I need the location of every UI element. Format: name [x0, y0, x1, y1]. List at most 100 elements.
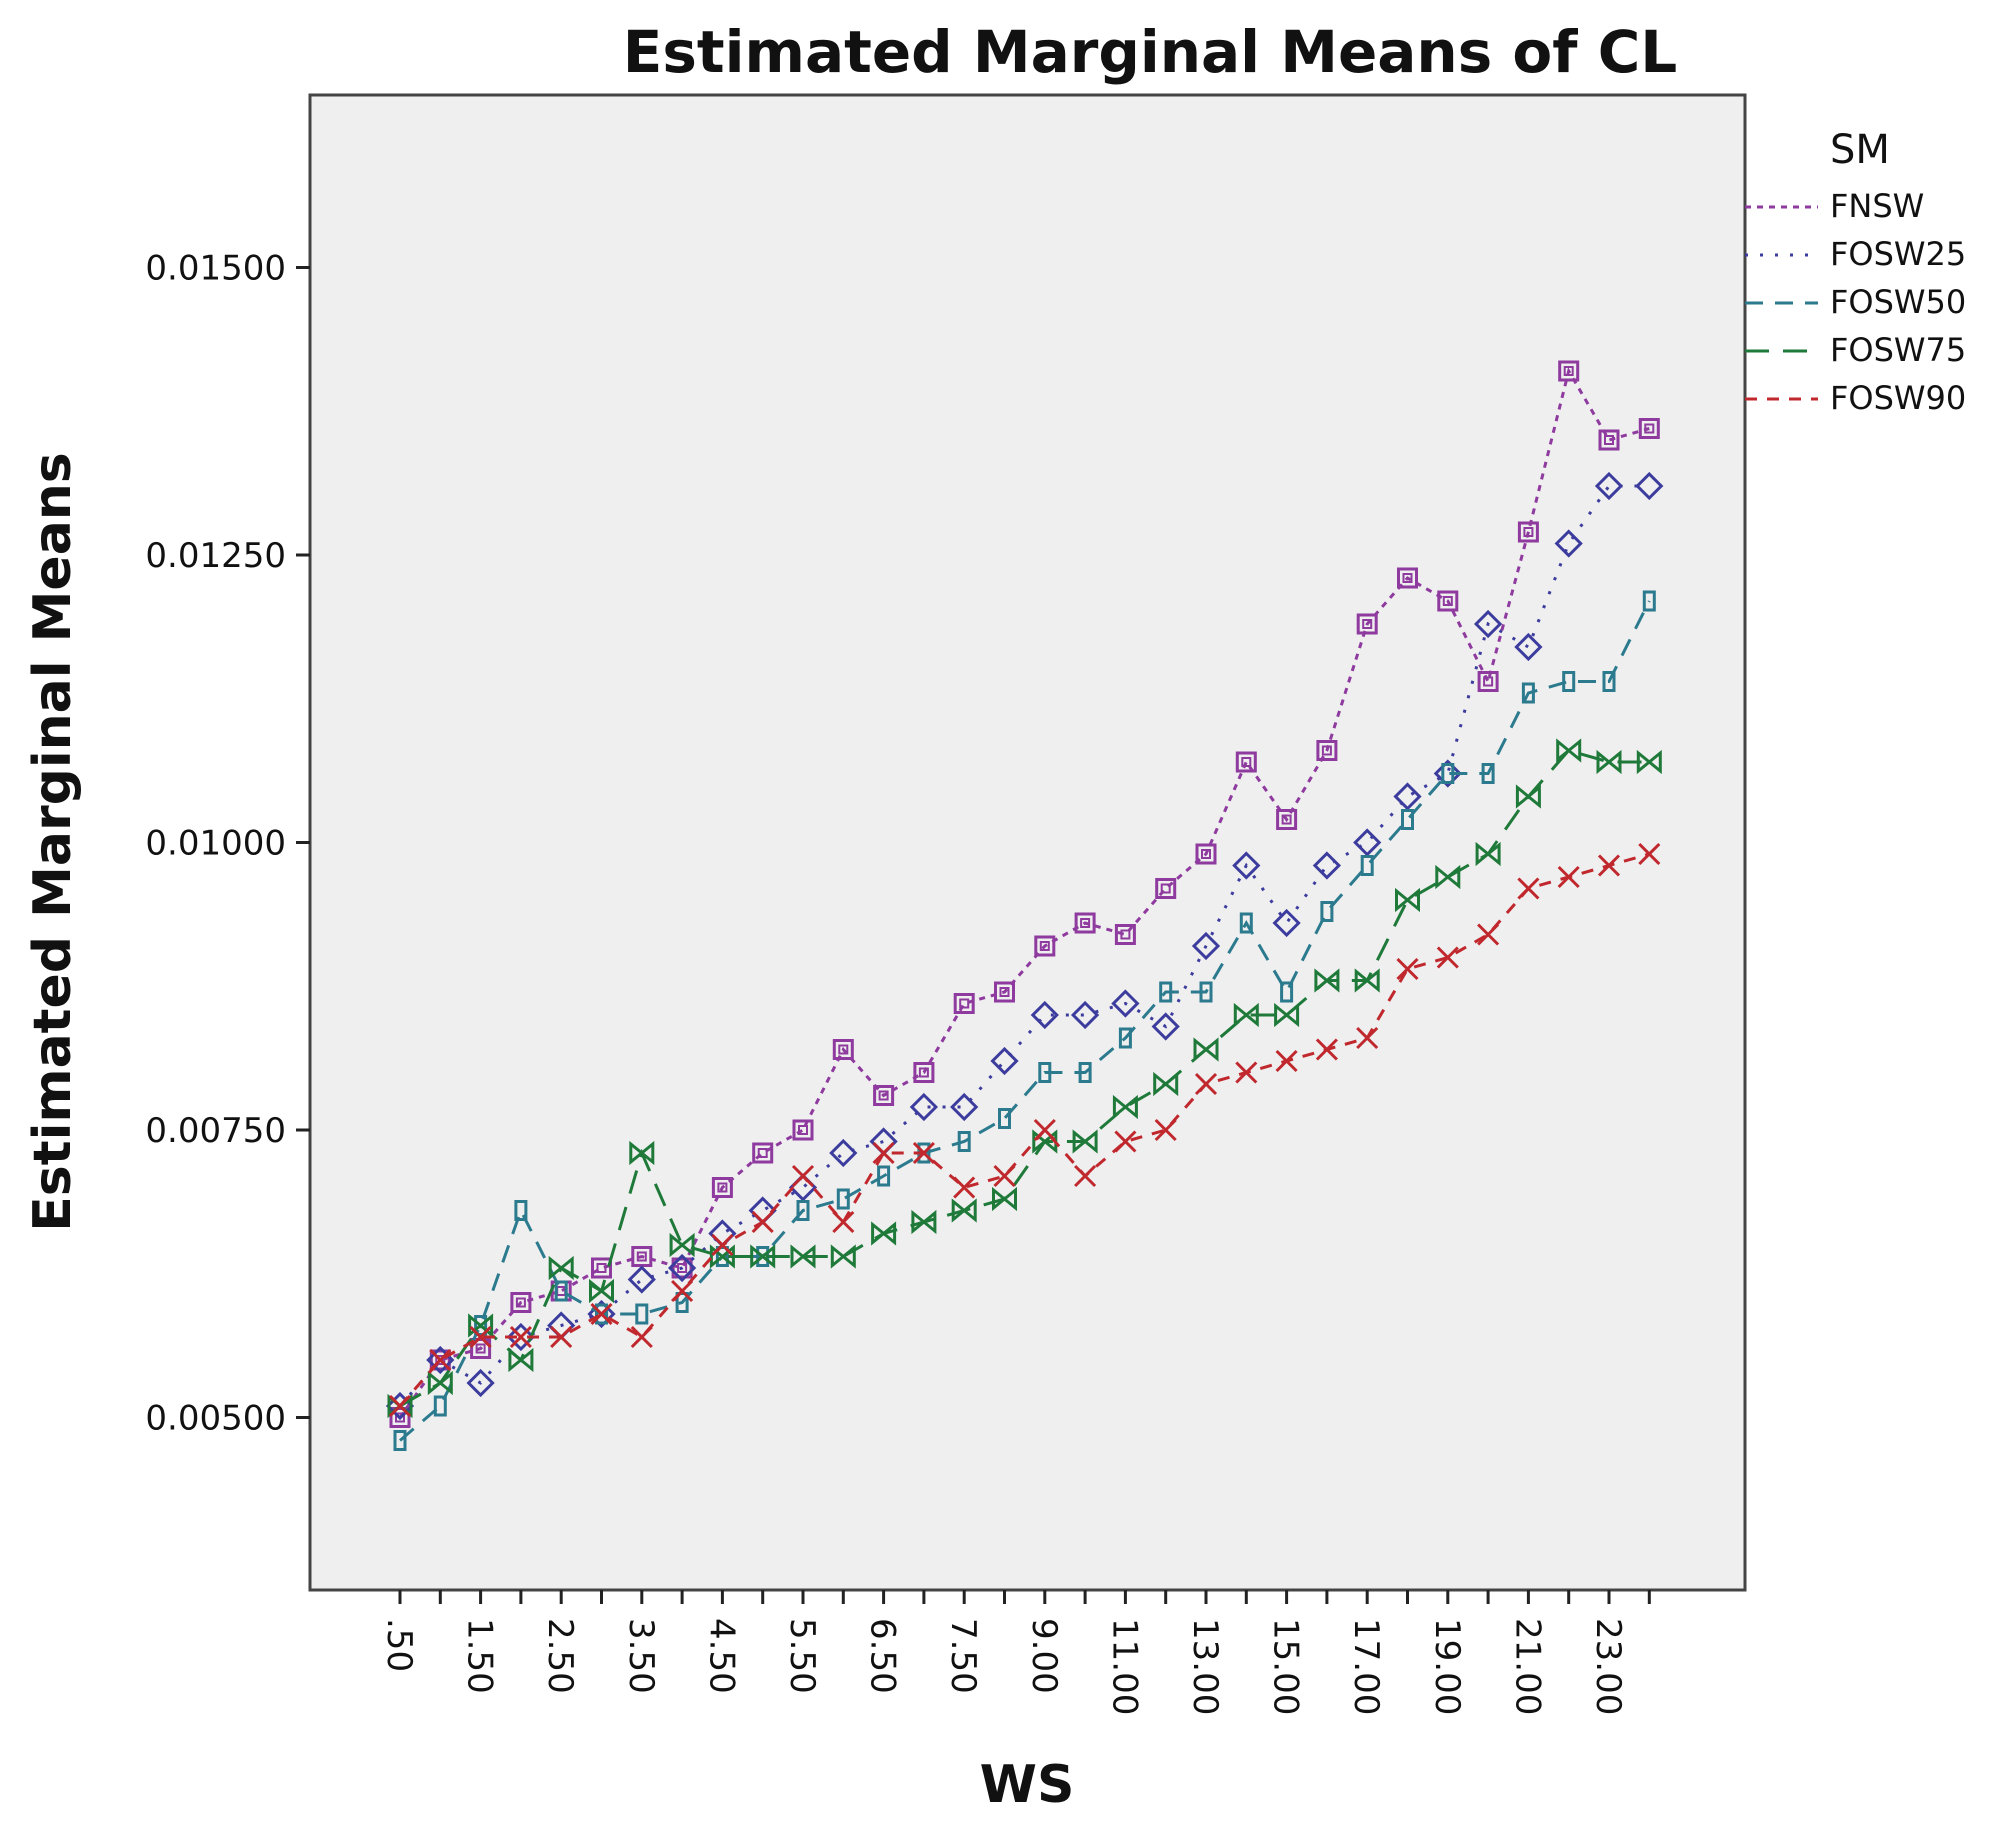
- data-point: [992, 1186, 1017, 1212]
- data-point: [1558, 360, 1580, 382]
- data-point: [1239, 912, 1253, 934]
- data-point: [1114, 1130, 1137, 1153]
- data-point: [1598, 429, 1620, 451]
- data-point: [1159, 981, 1173, 1003]
- data-point: [1120, 929, 1131, 940]
- data-point: [1314, 968, 1340, 993]
- data-point: [1320, 901, 1334, 922]
- data-point: [671, 1257, 693, 1279]
- data-point: [470, 1338, 492, 1359]
- data-point: [873, 1085, 895, 1106]
- x-tick-label: 5.50: [782, 1618, 822, 1694]
- data-point: [1557, 865, 1580, 889]
- data-point: [1437, 590, 1459, 612]
- data-point: [667, 1253, 697, 1283]
- data-point: [1441, 763, 1455, 784]
- data-point: [711, 1233, 734, 1257]
- data-point: [1556, 738, 1582, 763]
- data-point: [994, 981, 1015, 1003]
- x-axis: .50 1.50 2.50 3.50 4.50 5.50 6.50 7.50 9.00 11.00…: [379, 1590, 1651, 1715]
- data-point: [791, 1164, 815, 1188]
- data-point: [791, 1164, 815, 1188]
- data-point: [999, 987, 1010, 997]
- data-point: [792, 1119, 814, 1141]
- data-point: [717, 1182, 728, 1193]
- data-point: [1321, 745, 1332, 756]
- data-point: [509, 1325, 532, 1349]
- data-point: [877, 1165, 891, 1187]
- series-fosw90: [388, 842, 1661, 1418]
- series-line: [398, 852, 1650, 1407]
- data-point: [389, 1407, 411, 1428]
- data-point: [1195, 843, 1217, 865]
- data-point: [1034, 935, 1056, 957]
- y-axis-title: Estimated Marginal Means: [23, 452, 83, 1232]
- data-point: [591, 1257, 612, 1279]
- data-point: [1517, 877, 1540, 900]
- data-point: [1078, 1062, 1092, 1083]
- x-tick-label: 17.00: [1346, 1618, 1386, 1715]
- data-point: [1356, 613, 1378, 635]
- y-tick-label: 0.00500: [145, 1399, 286, 1439]
- data-point: [1235, 1061, 1258, 1084]
- data-point: [1353, 828, 1382, 857]
- data-point: [1275, 1049, 1298, 1073]
- x-tick-label: 2.50: [540, 1618, 580, 1694]
- data-point: [1395, 887, 1420, 913]
- data-point: [1112, 1094, 1138, 1120]
- data-point: [1235, 751, 1257, 773]
- data-point: [751, 1210, 774, 1234]
- data-point: [1199, 981, 1213, 1003]
- data-point: [1596, 749, 1622, 775]
- data-point: [711, 1233, 734, 1257]
- data-point: [878, 1090, 889, 1101]
- data-point: [509, 1325, 532, 1349]
- data-point: [1602, 671, 1616, 692]
- x-tick-label: 19.00: [1427, 1618, 1467, 1715]
- data-point: [589, 1278, 614, 1304]
- data-point: [1074, 912, 1096, 934]
- data-point: [1360, 855, 1374, 876]
- data-point: [1154, 1118, 1177, 1142]
- data-point: [1436, 946, 1459, 969]
- data-point: [1118, 1027, 1132, 1049]
- legend-item-fnsw: FNSW: [1830, 187, 1924, 225]
- data-point: [790, 1244, 816, 1269]
- data-point: [1636, 749, 1662, 775]
- data-point: [953, 1176, 976, 1199]
- data-point: [469, 1325, 492, 1349]
- data-point: [515, 1297, 526, 1308]
- x-tick-label: 9.00: [1024, 1618, 1064, 1694]
- data-point: [1074, 1164, 1097, 1188]
- data-point: [1074, 912, 1096, 934]
- data-point: [953, 1176, 976, 1199]
- data-point: [1521, 682, 1535, 704]
- y-tick-label: 0.01250: [145, 536, 286, 576]
- data-point: [951, 1198, 977, 1223]
- data-point: [832, 1039, 854, 1060]
- data-point: [1038, 1062, 1052, 1083]
- data-point: [1080, 918, 1091, 928]
- data-point: [959, 998, 970, 1009]
- data-point: [1638, 842, 1661, 866]
- data-point: [427, 1370, 453, 1396]
- data-point: [1597, 854, 1621, 877]
- data-point: [1397, 567, 1418, 589]
- data-point: [1155, 878, 1177, 899]
- data-point: [510, 1292, 532, 1313]
- data-point: [1517, 877, 1540, 900]
- data-point: [1557, 865, 1580, 889]
- legend-item-fosw25: FOSW25: [1830, 235, 1966, 273]
- data-point: [1276, 809, 1298, 830]
- data-point: [433, 1395, 447, 1417]
- chart-title: Estimated Marginal Means of CL: [623, 18, 1677, 86]
- data-point: [1356, 613, 1378, 635]
- data-point: [918, 1067, 929, 1078]
- data-point: [435, 1355, 446, 1365]
- data-point: [1315, 1038, 1338, 1061]
- series-line: [399, 748, 1650, 1408]
- data-point: [474, 1315, 488, 1336]
- data-point: [1316, 740, 1338, 761]
- data-point: [1114, 924, 1136, 945]
